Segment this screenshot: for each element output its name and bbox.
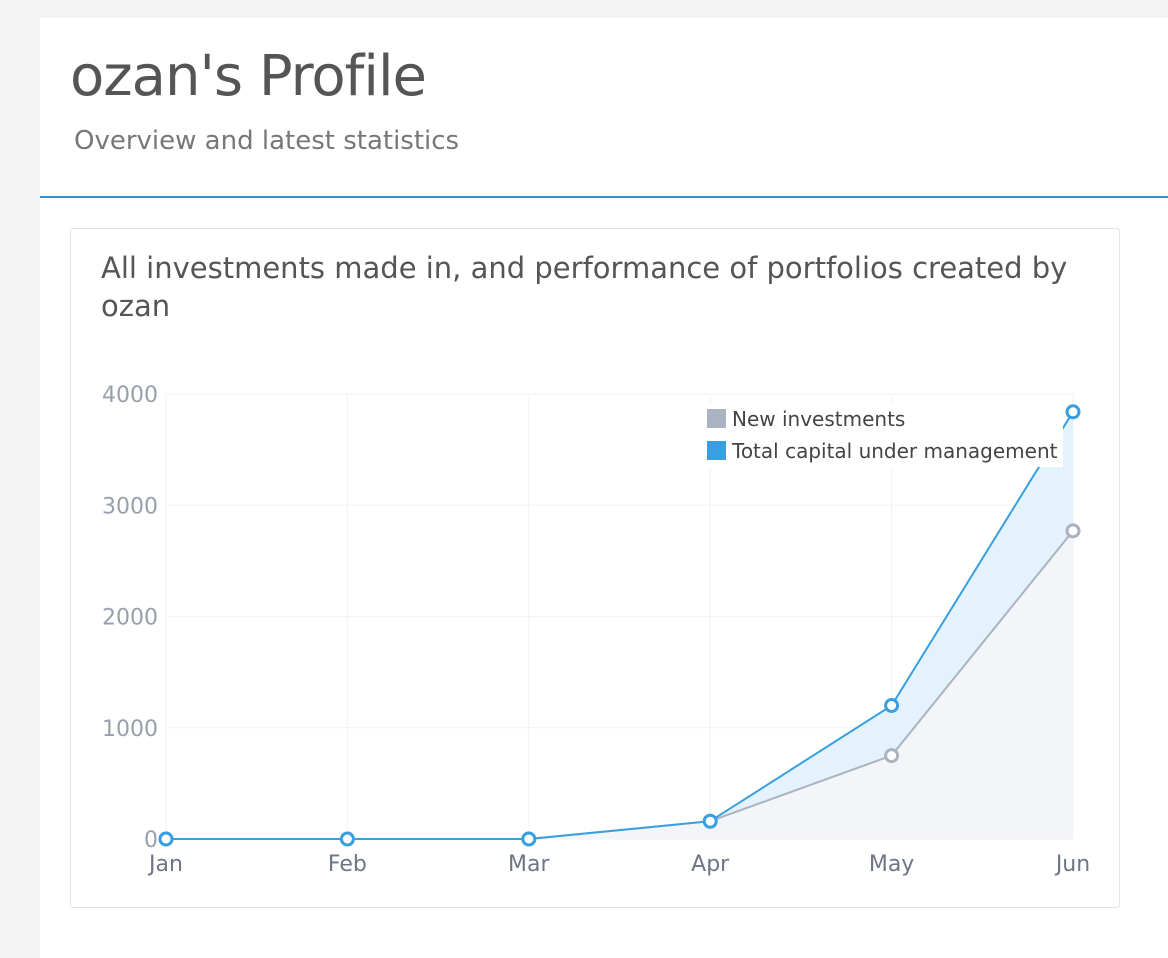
investments-chart-card: All investments made in, and performance… (70, 228, 1120, 908)
y-tick-label: 1000 (102, 717, 158, 742)
data-point[interactable] (339, 831, 355, 847)
legend-swatch (707, 409, 726, 428)
data-point[interactable] (521, 831, 537, 847)
series-line-1 (166, 411, 1074, 840)
chart-title: All investments made in, and performance… (101, 251, 1068, 323)
x-tick-label: Jun (1054, 852, 1090, 877)
series-area-0 (166, 530, 1073, 839)
x-tick-label: Apr (691, 852, 730, 877)
legend-label: Total capital under management (731, 439, 1058, 463)
y-tick-label: 4000 (102, 383, 158, 408)
data-point[interactable] (1065, 404, 1081, 420)
data-point[interactable] (884, 698, 900, 713)
profile-page: ozan's Profile Overview and latest stati… (40, 18, 1168, 958)
investments-chart: 0 1000 2000 3000 4000 Jan Feb Mar Apr May Jun New … (102, 383, 1090, 877)
y-tick-label: 3000 (102, 494, 158, 519)
data-point[interactable] (158, 831, 174, 847)
legend-label: New investments (732, 407, 905, 431)
x-tick-label: Jan (147, 852, 183, 877)
data-point[interactable] (1065, 523, 1081, 539)
y-tick-label: 0 (144, 828, 158, 853)
legend-swatch (707, 441, 726, 460)
legend-box (703, 403, 1063, 467)
header-divider (40, 196, 1168, 198)
x-tick-label: May (869, 852, 914, 877)
data-point[interactable] (702, 813, 718, 829)
data-point[interactable] (884, 748, 900, 764)
y-tick-label: 2000 (102, 606, 158, 631)
x-tick-label: Mar (508, 852, 550, 877)
page-title: ozan's Profile (70, 44, 427, 109)
page-subtitle: Overview and latest statistics (74, 126, 460, 156)
x-tick-label: Feb (328, 852, 367, 877)
